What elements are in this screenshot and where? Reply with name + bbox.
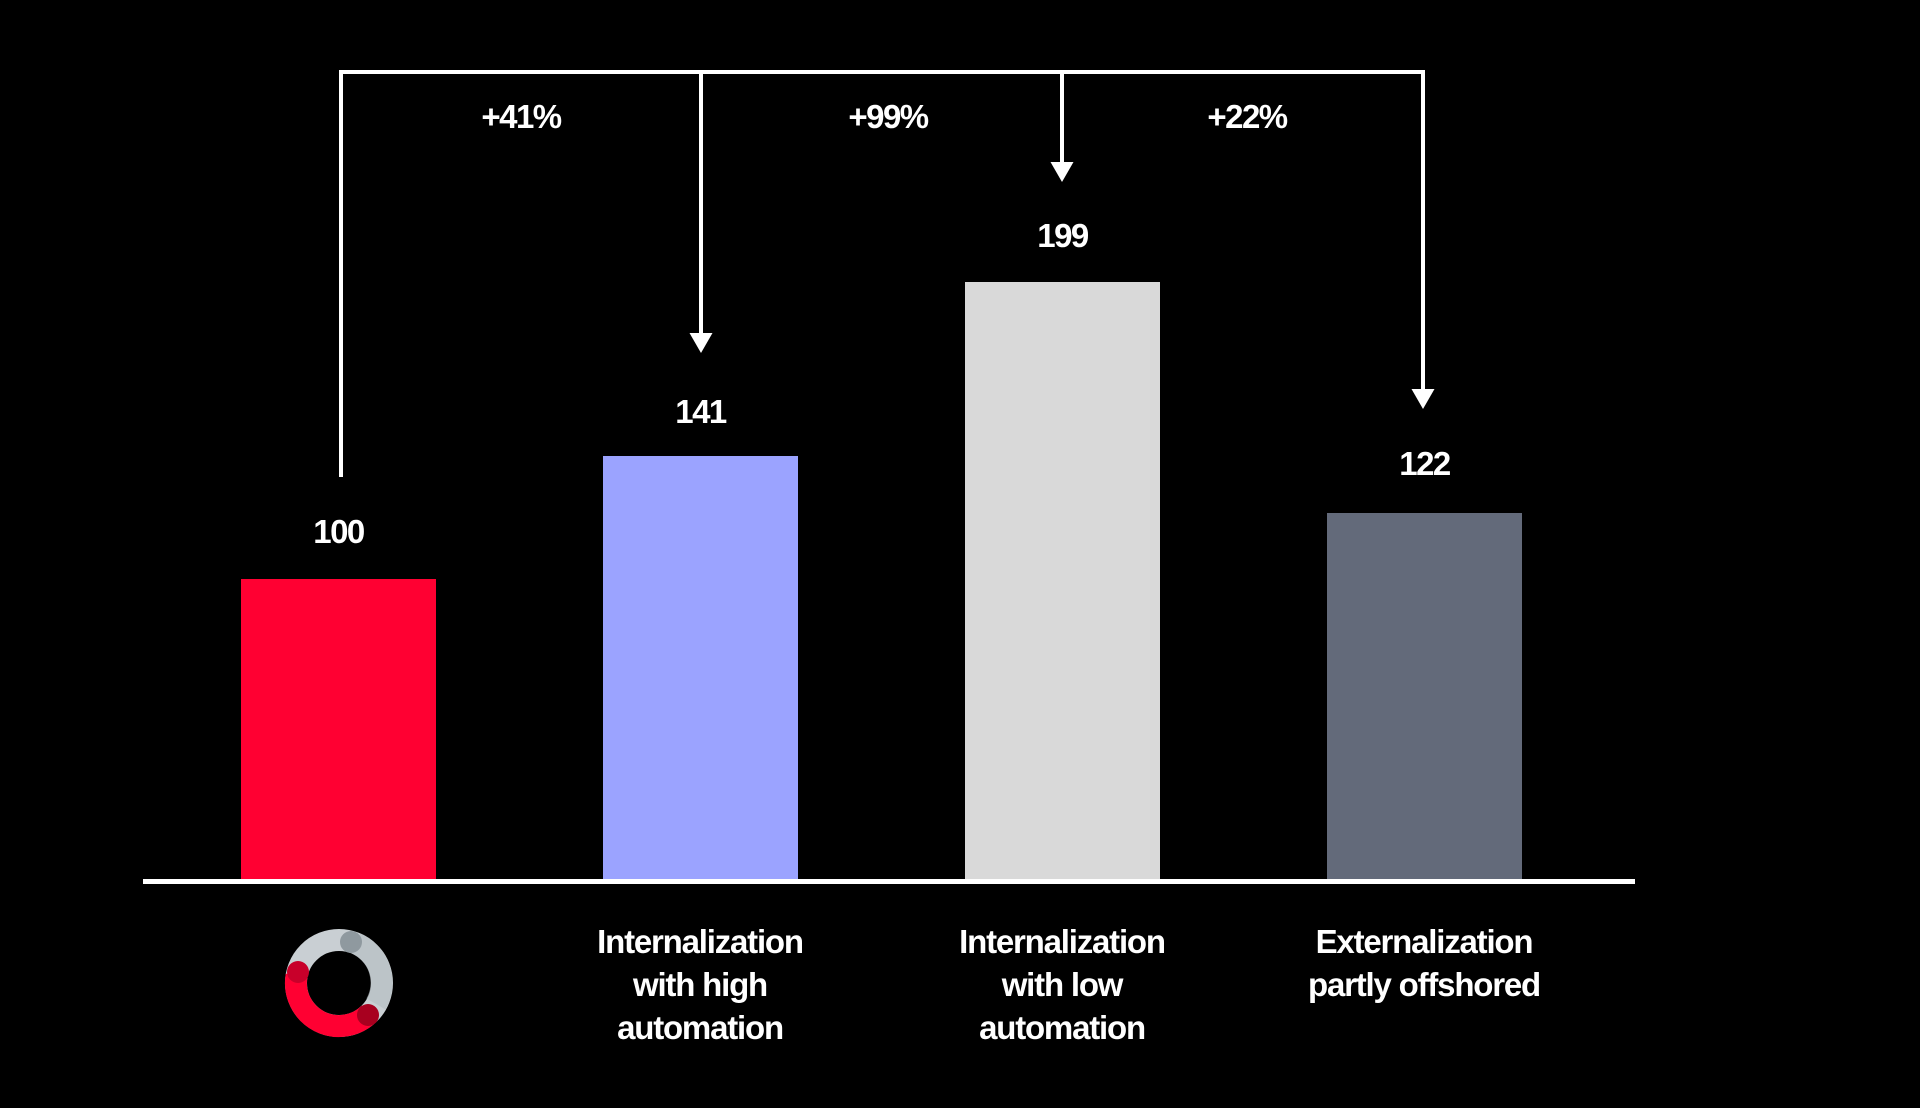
category-label-line: automation — [979, 1009, 1146, 1046]
ring-logo-icon — [284, 929, 393, 1038]
arrow-down-icon — [1411, 389, 1435, 409]
arrow-down-icon — [689, 333, 713, 353]
category-label-partly-offshored: Externalization partly offshored — [1264, 920, 1584, 1006]
category-label-line: Internalization — [959, 923, 1166, 960]
value-label-baseline: 100 — [313, 513, 365, 550]
x-axis-line — [143, 879, 1635, 884]
category-label-low-automation: Internalization with low automation — [902, 920, 1222, 1049]
value-label-partly-offshored: 122 — [1399, 445, 1451, 482]
arrow-down-icon — [1050, 162, 1074, 182]
category-label-line: Internalization — [597, 923, 804, 960]
delta-label-high-automation: +41% — [481, 98, 562, 135]
value-label-low-automation: 199 — [1037, 217, 1089, 254]
category-label-line: automation — [617, 1009, 784, 1046]
category-label-high-automation: Internalization with high automation — [540, 920, 860, 1049]
delta-label-low-automation: +99% — [848, 98, 929, 135]
bar-high-automation — [603, 456, 798, 879]
bar-baseline — [241, 579, 436, 879]
delta-label-partly-offshored: +22% — [1207, 98, 1288, 135]
value-label-high-automation: 141 — [675, 393, 727, 430]
category-label-line: Externalization — [1315, 923, 1534, 960]
bar-low-automation — [965, 282, 1160, 879]
category-label-line: partly offshored — [1308, 966, 1541, 1003]
category-label-line: with high — [633, 966, 768, 1003]
category-label-line: with low — [1001, 966, 1124, 1003]
bar-partly-offshored — [1327, 513, 1522, 879]
